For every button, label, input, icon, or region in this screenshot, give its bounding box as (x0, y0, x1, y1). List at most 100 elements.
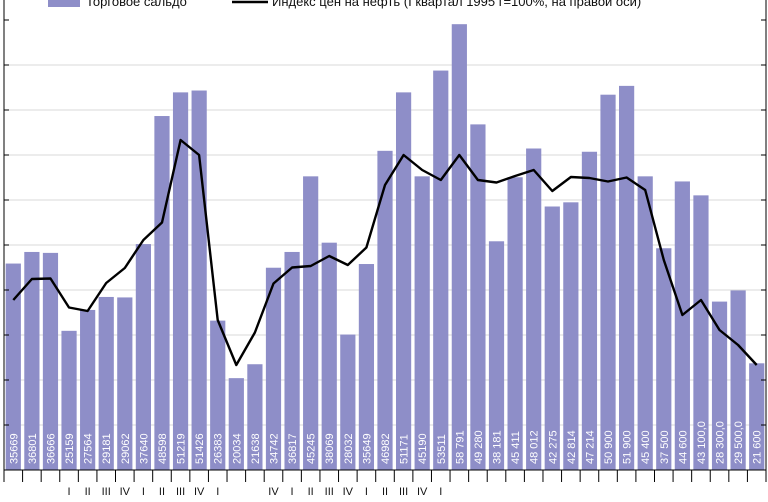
bar (228, 378, 244, 470)
x-tick-label: II (85, 486, 91, 498)
x-tick-label: III (325, 486, 334, 498)
bar-label: 45190 (417, 433, 429, 464)
x-tick-label: I (291, 486, 294, 498)
bar (637, 176, 653, 470)
oil-index-series (12, 138, 758, 367)
bar-label: 37640 (138, 433, 150, 464)
bar (711, 301, 728, 470)
bar (600, 94, 616, 470)
bar (656, 248, 672, 470)
bar-label: 36801 (27, 433, 39, 464)
bar-label: 45 400 (640, 430, 652, 464)
x-tick-label: III (176, 486, 185, 498)
bar (470, 124, 486, 471)
x-tick-label: IV (268, 486, 279, 498)
x-tick-label: II (159, 486, 165, 498)
axes (3, 0, 767, 482)
bar-label: 48 012 (529, 430, 541, 464)
x-tick-label: IV (194, 486, 205, 498)
bar-label: 29 500,0 (733, 421, 745, 464)
bar (563, 202, 579, 470)
bar-label: 48598 (157, 433, 169, 464)
x-tick-label: II (382, 486, 388, 498)
bar (42, 252, 59, 470)
bar (61, 330, 77, 470)
legend-label-oil-index: Индекс цен на нефть (I квартал 1995 г=10… (272, 0, 641, 9)
bar (749, 363, 765, 470)
bar-label: 51219 (176, 433, 188, 464)
x-tick-label: I (142, 486, 145, 498)
bar (674, 181, 690, 470)
x-tick-labels: I II III IV I II III IV I IV I II III IV I II III IV I (68, 486, 443, 498)
bar (414, 176, 430, 470)
bar-label: 58 791 (454, 430, 466, 464)
bar-label: 26383 (213, 433, 225, 464)
bar-label: 21 600 (752, 430, 764, 464)
bar-label: 43 100,0 (696, 421, 708, 464)
bar (210, 320, 226, 470)
x-tick-label: I (365, 486, 368, 498)
bar-label: 29181 (101, 433, 113, 464)
bar (581, 151, 598, 471)
bar (321, 242, 337, 470)
bar-label: 35669 (8, 433, 20, 464)
bar-label: 45 411 (510, 431, 522, 464)
bar-series (5, 24, 765, 471)
bar-label: 21638 (250, 433, 262, 464)
bar-label: 38069 (324, 433, 336, 464)
bar-label: 51171 (399, 434, 411, 464)
bar (395, 92, 412, 471)
bar-label: 42 814 (566, 430, 578, 464)
bar-label: 28032 (343, 433, 355, 464)
bar-label: 47 214 (584, 430, 596, 464)
x-tick-label: III (102, 486, 111, 498)
bar (526, 148, 542, 470)
x-tick-label: IV (120, 486, 131, 498)
bar (730, 290, 746, 470)
bar-label: 49 280 (473, 430, 485, 464)
oil-index-line (12, 138, 758, 367)
bar (340, 334, 356, 470)
x-tick-label: IV (343, 486, 354, 498)
bar-label: 44 600 (677, 430, 689, 464)
bar-label: 29062 (120, 433, 132, 464)
x-tick-label: I (439, 486, 442, 498)
bar-label: 20034 (231, 433, 243, 464)
bar (98, 296, 114, 470)
bar (80, 309, 96, 470)
bar-label: 35649 (361, 433, 373, 464)
bar (24, 251, 40, 470)
legend-label-trade-balance: Торговое сальдо (86, 0, 187, 9)
bar-label: 51 900 (622, 430, 634, 464)
bar (507, 177, 523, 470)
bar (154, 116, 170, 470)
bar (358, 264, 375, 470)
bar-label: 42 275 (547, 430, 559, 464)
bar (284, 251, 300, 470)
bar (191, 90, 207, 470)
bar-label: 38 181 (492, 430, 504, 464)
x-tick-label: III (399, 486, 408, 498)
bar-label: 28 300,0 (715, 421, 727, 464)
bar-label: 50 900 (603, 430, 615, 464)
bar-label: 45245 (306, 433, 318, 464)
bar (172, 92, 189, 471)
legend: Торговое сальдо Индекс цен на нефть (I к… (48, 0, 641, 9)
x-tick-label: IV (417, 486, 428, 498)
bar-label: 51426 (194, 433, 206, 464)
bar (303, 176, 319, 470)
x-tick-label: I (216, 486, 219, 498)
bar (247, 364, 263, 470)
bar (544, 206, 560, 470)
bar-data-labels: 35669 36801 36666 25159 27564 29181 29062 37640… (8, 421, 763, 464)
bar-label: 53511 (436, 434, 448, 464)
bar (265, 267, 282, 470)
bar-label: 37 500 (659, 430, 671, 464)
bar-label: 27564 (83, 433, 95, 464)
bar (433, 70, 449, 470)
bar-label: 36817 (287, 433, 299, 464)
bar (488, 241, 505, 470)
bar (693, 195, 709, 470)
x-tick-label: II (308, 486, 314, 498)
